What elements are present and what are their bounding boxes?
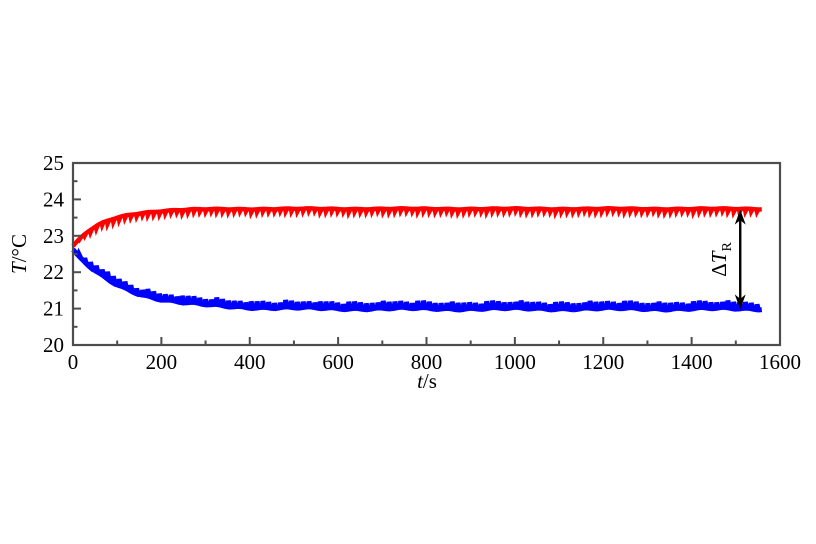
series-layer [71,206,763,313]
annotation-layer: ΔTR [707,209,746,310]
x-tick-label: 800 [411,350,443,374]
delta-t-arrow-head-up [734,209,746,225]
svg-text:T/°C: T/°C [7,234,31,274]
delta-t-arrow-head-down [734,294,746,310]
x-tick-label: 1400 [671,350,713,374]
delta-t-r-label: ΔTR [707,242,735,277]
x-tick-label: 200 [146,350,178,374]
x-tick-label: 1600 [759,350,801,374]
x-tick-label: 600 [322,350,354,374]
series-hot-side-temperature [71,206,762,248]
x-axis-title: t/s [417,369,437,393]
y-tick-label: 25 [43,151,64,175]
y-tick-label: 22 [43,260,64,284]
svg-text:t/s: t/s [417,369,437,393]
series-cold-side-temperature [71,247,763,313]
axes-layer [71,161,782,347]
y-tick-label: 24 [43,187,65,211]
y-tick-label: 23 [43,224,64,248]
y-tick-label: 21 [43,297,64,321]
x-tick-label: 1200 [582,350,624,374]
x-tick-label: 400 [234,350,266,374]
y-tick-label: 20 [43,333,64,357]
y-axis-title: T/°C [7,234,31,274]
x-tick-label: 0 [68,350,79,374]
x-tick-label: 1000 [494,350,536,374]
tick-label-layer: 0 200 400 600 800 1000 1200 1400 1600 20 21 22 23 24 2… [43,151,801,374]
